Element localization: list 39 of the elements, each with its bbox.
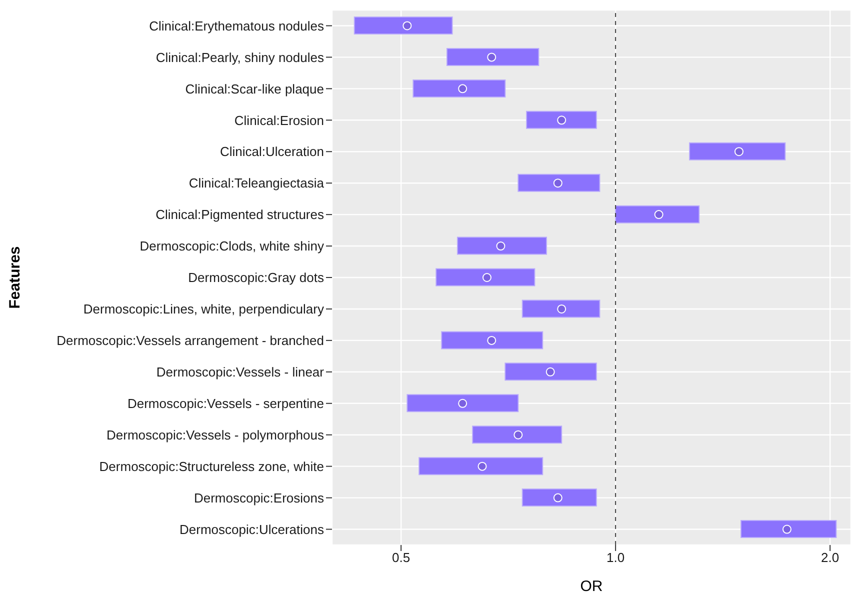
bar xyxy=(354,16,453,34)
bar xyxy=(446,48,540,66)
y-tick-label: Clinical:Scar-like plaque xyxy=(185,81,324,96)
y-tick-label: Clinical:Ulceration xyxy=(220,144,324,160)
bar xyxy=(456,236,548,255)
y-tick-label: Dermoscopic:Vessels arrangement - branched xyxy=(56,333,324,348)
bar xyxy=(418,457,544,476)
bar xyxy=(689,142,786,160)
bar xyxy=(412,79,506,98)
y-tick-label: Dermoscopic:Vessels - polymorphous xyxy=(106,427,324,442)
y-axis-title: Features xyxy=(6,246,24,309)
y-tick-label: Dermoscopic:Vessels - linear xyxy=(156,364,325,380)
y-tick-label: Clinical:Pigmented structures xyxy=(156,207,324,222)
y-tick-label: Clinical:Erosion xyxy=(234,112,324,128)
x-axis-title: OR xyxy=(580,578,603,595)
bar xyxy=(441,331,544,350)
bar xyxy=(615,205,700,224)
bar xyxy=(406,394,519,412)
bar xyxy=(522,488,597,507)
bar xyxy=(526,110,597,129)
y-tick-label: Dermoscopic:Gray dots xyxy=(188,270,324,286)
y-tick-label: Dermoscopic:Erosions xyxy=(194,490,324,506)
y-tick-label: Dermoscopic:Vessels - serpentine xyxy=(127,396,324,411)
y-tick-label: Dermoscopic:Lines, white, perpendiculary xyxy=(83,302,324,317)
bar xyxy=(740,520,837,538)
x-tick-label: 0.5 xyxy=(392,550,410,566)
x-tick-label: 1.0 xyxy=(606,550,625,566)
y-tick-label: Clinical:Erythematous nodules xyxy=(149,18,324,34)
bar xyxy=(522,300,600,318)
y-tick-label: Dermoscopic:Clods, white shiny xyxy=(140,238,324,254)
bar xyxy=(518,174,600,192)
bar xyxy=(504,362,597,381)
y-tick-label: Clinical:Teleangiectasia xyxy=(188,176,325,191)
bar xyxy=(472,426,562,444)
y-tick-label: Dermoscopic:Structureless zone, white xyxy=(99,458,324,474)
y-tick-label: Clinical:Pearly, shiny nodules xyxy=(156,50,324,65)
x-tick-label: 2.0 xyxy=(821,550,840,566)
bar xyxy=(436,268,536,286)
y-tick-label: Dermoscopic:Ulcerations xyxy=(180,522,324,537)
